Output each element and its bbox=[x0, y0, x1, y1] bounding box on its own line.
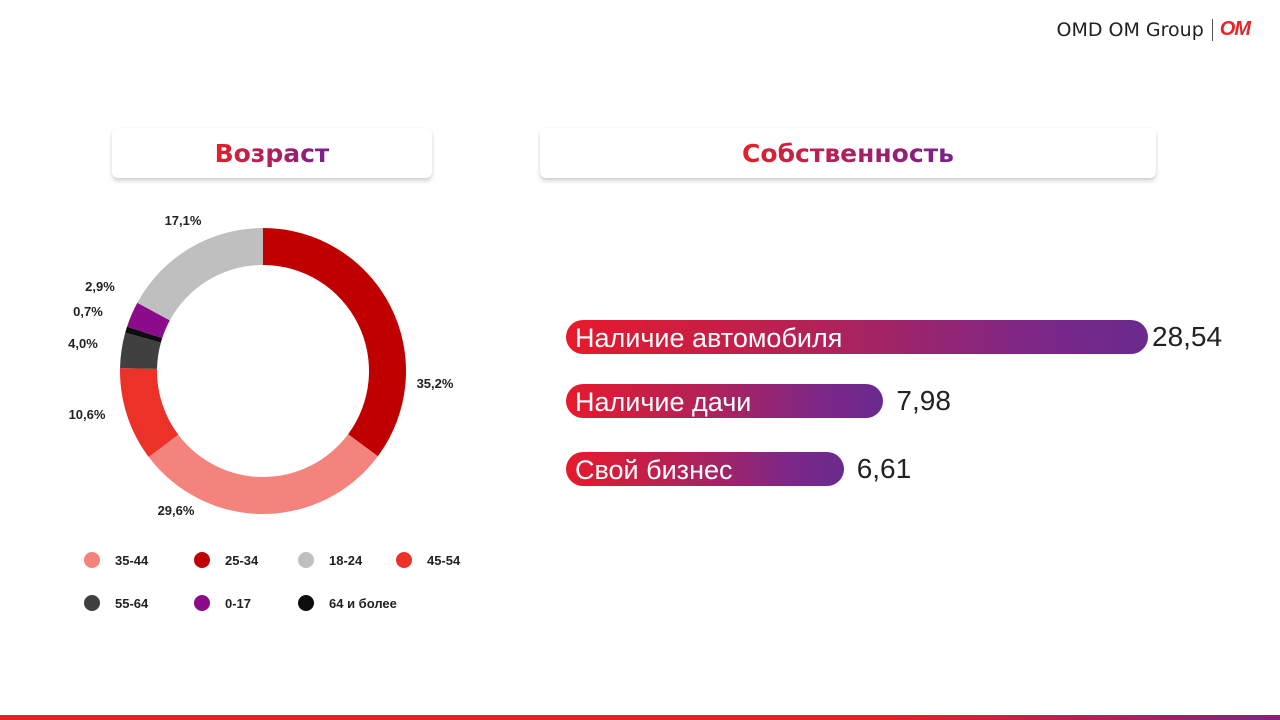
legend-label: 45-54 bbox=[427, 552, 461, 568]
age-header-card: Возраст bbox=[112, 128, 432, 178]
donut-slice-0-17 bbox=[127, 302, 170, 339]
donut-slice-25-34 bbox=[263, 228, 406, 457]
donut-data-label: 17,1% bbox=[165, 213, 202, 228]
legend-swatch-icon bbox=[396, 552, 412, 568]
bar-value-label: 6,61 bbox=[856, 453, 912, 484]
bar-mark: Наличие дачи bbox=[566, 384, 884, 418]
brand-separator bbox=[1211, 18, 1213, 41]
donut-data-label: 2,9% bbox=[85, 279, 115, 294]
legend-swatch-icon bbox=[84, 552, 100, 568]
legend-label: 55-64 bbox=[115, 595, 149, 611]
donut-slice-55-64 bbox=[120, 332, 161, 369]
legend-item: 45-54 bbox=[396, 552, 460, 568]
legend-item: 18-24 bbox=[298, 552, 362, 568]
donut-slice-45-54 bbox=[120, 368, 179, 457]
donut-data-label: 35,2% bbox=[417, 376, 454, 391]
legend-swatch-icon bbox=[84, 595, 100, 611]
donut-data-label: 4,0% bbox=[68, 336, 98, 351]
legend-label: 64 и более bbox=[329, 595, 397, 611]
bar-category-label: Наличие автомобиля bbox=[575, 323, 843, 353]
donut-data-label: 29,6% bbox=[158, 503, 195, 518]
age-title: Возраст bbox=[214, 138, 330, 168]
omd-logo-icon: ОМ bbox=[1219, 18, 1251, 40]
age-donut-chart: 35,2% 29,6% 10,6% 4,0% 0,7% 2,9% 17,1% bbox=[68, 213, 454, 518]
legend-label: 25-34 bbox=[225, 552, 259, 568]
donut-slice-18-24 bbox=[137, 228, 263, 321]
ownership-header-card: Собственность bbox=[540, 128, 1156, 178]
legend-swatch-icon bbox=[298, 552, 314, 568]
brand-logo: OMD OM Group ОМ bbox=[1056, 18, 1251, 41]
brand-name: OMD OM Group bbox=[1056, 18, 1204, 41]
legend-swatch-icon bbox=[194, 595, 210, 611]
donut-slice-64-и-более bbox=[125, 326, 163, 343]
legend-swatch-icon bbox=[298, 595, 314, 611]
donut-slice-35-44 bbox=[148, 434, 378, 514]
donut-data-label: 10,6% bbox=[69, 407, 106, 422]
bar-mark: Наличие автомобиля bbox=[566, 320, 1148, 354]
bar-value-label: 7,98 bbox=[896, 385, 951, 416]
bar-category-label: Свой бизнес bbox=[575, 455, 733, 485]
bar-mark: Свой бизнес bbox=[566, 452, 844, 486]
legend-label: 0-17 bbox=[225, 595, 252, 611]
legend-item: 35-44 bbox=[84, 552, 148, 568]
ownership-title: Собственность bbox=[742, 138, 954, 168]
donut-data-label: 0,7% bbox=[73, 304, 103, 319]
legend-label: 18-24 bbox=[329, 552, 363, 568]
bar-value-label: 28,54 bbox=[1152, 321, 1223, 352]
bar-category-label: Наличие дачи bbox=[575, 387, 752, 417]
legend-item: 0-17 bbox=[194, 595, 251, 611]
legend-label: 35-44 bbox=[115, 552, 149, 568]
legend-item: 25-34 bbox=[194, 552, 258, 568]
legend-swatch-icon bbox=[194, 552, 210, 568]
legend-item: 64 и более bbox=[298, 595, 397, 611]
legend-item: 55-64 bbox=[84, 595, 148, 611]
bottom-accent-line bbox=[0, 715, 1280, 720]
